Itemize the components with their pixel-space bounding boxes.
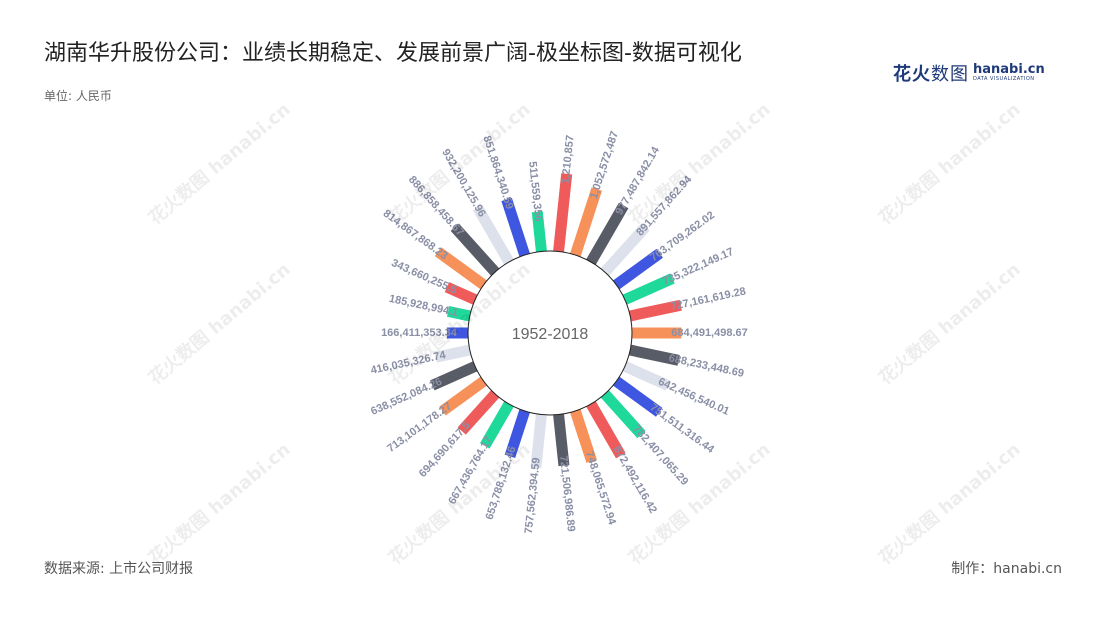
polar-bar[interactable]	[530, 413, 547, 469]
page-title: 湖南华升股份公司：业绩长期稳定、发展前景广阔-极坐标图-数据可视化	[44, 41, 742, 66]
bar-value-label: 684,491,498.67	[671, 327, 747, 339]
polar-bar[interactable]	[629, 299, 682, 322]
polar-bar[interactable]	[446, 305, 471, 322]
bar-value-label: 688,233,448.69	[668, 352, 745, 380]
polar-bar[interactable]	[480, 401, 514, 449]
polar-bar[interactable]	[450, 223, 500, 276]
polar-bar[interactable]	[629, 344, 680, 366]
bar-value-label: 748,065,572.94	[583, 450, 618, 527]
brand-logo-cn: 花火数图	[893, 64, 969, 85]
maker-credit: 制作：hanabi.cn	[951, 561, 1062, 577]
polar-bar[interactable]	[531, 211, 547, 253]
polar-bar[interactable]	[504, 409, 530, 458]
bar-value-label: 416,035,326.74	[370, 349, 448, 377]
polar-bar[interactable]	[600, 223, 650, 276]
brand-logo-en: hanabi.cn DATA VISUALIZATION	[973, 62, 1045, 82]
bar-value-label: 185,928,994.1	[388, 293, 459, 319]
center-label: 1952-2018	[512, 326, 589, 343]
polar-bar[interactable]	[457, 390, 500, 435]
polar-bar[interactable]	[553, 173, 573, 253]
polar-bar[interactable]	[553, 413, 570, 467]
polar-bar[interactable]	[472, 204, 514, 265]
polar-bar[interactable]	[570, 187, 603, 257]
center-circle	[467, 250, 633, 416]
polar-bar[interactable]	[570, 409, 597, 463]
bar-value-label: 166,411,353.34	[381, 327, 458, 339]
polar-bar[interactable]	[586, 202, 629, 265]
polar-bar[interactable]	[444, 282, 478, 305]
bar-value-label: 735,322,149.17	[661, 246, 736, 288]
polar-bar[interactable]	[439, 376, 487, 416]
bar-value-label: 721,506,986.89	[557, 455, 577, 532]
polar-bar[interactable]	[430, 361, 478, 391]
polar-bar[interactable]	[434, 344, 471, 363]
bar-value-label: 1,210,857	[560, 135, 577, 185]
bar-value-label: 653,788,132.46	[484, 445, 519, 521]
bar-value-label: 1,052,572,487	[588, 130, 621, 201]
unit-label: 单位: 人民币	[44, 89, 112, 103]
polar-bar[interactable]	[434, 247, 487, 290]
brand-logo[interactable]: 花火数图 hanabi.cn DATA VISUALIZATION	[893, 60, 1045, 86]
polar-bar[interactable]	[622, 273, 675, 305]
polar-bar[interactable]	[501, 197, 530, 257]
bar-value-label: 727,161,619.28	[670, 285, 747, 313]
polar-bar[interactable]	[600, 390, 646, 439]
data-source: 数据来源: 上市公司财报	[44, 561, 194, 577]
polar-bar[interactable]	[613, 376, 663, 417]
bar-value-label: 511,559,356	[526, 161, 544, 223]
bar-value-label: 851,864,340.59	[480, 134, 515, 210]
polar-bar[interactable]	[613, 248, 663, 290]
polar-bar[interactable]	[586, 401, 626, 459]
bar-group	[430, 173, 682, 469]
polar-bar[interactable]	[622, 361, 671, 391]
bar-value-label: 757,562,394.59	[523, 457, 543, 534]
